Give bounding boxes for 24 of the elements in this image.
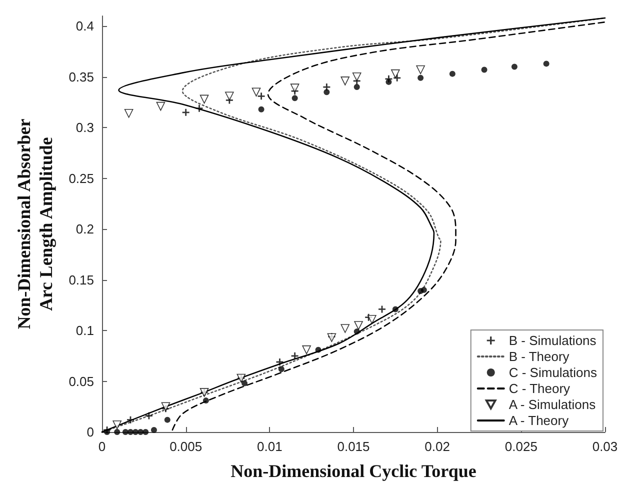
x-tick-label: 0 — [98, 439, 106, 454]
y-tick-label: 0.05 — [68, 374, 94, 389]
x-tick-label: 0.015 — [337, 439, 370, 454]
y-tick-label: 0.35 — [68, 69, 94, 84]
legend-label: A - Simulations — [508, 397, 596, 412]
x-tick-label: 0.02 — [424, 439, 450, 454]
x-tick-label: 0.03 — [592, 439, 618, 454]
y-tick-label: 0.4 — [76, 18, 94, 34]
y-tick-label: 0.2 — [76, 222, 94, 237]
y-tick-label: 0.3 — [76, 120, 94, 136]
legend-label: C - Theory — [508, 381, 571, 396]
legend-label: C - Simulations — [508, 365, 598, 380]
y-tick-label: 0 — [86, 424, 94, 440]
legend-label: B - Simulations — [508, 333, 597, 348]
x-axis-title: Non-Dimensional Cyclic Torque — [230, 461, 476, 481]
x-tick-label: 0.025 — [504, 439, 538, 454]
x-tick-label: 0.005 — [170, 439, 202, 454]
y-tick-label: 0.1 — [76, 323, 94, 338]
x-tick-label: 0.01 — [257, 439, 282, 454]
y-tick-label: 0.15 — [68, 272, 94, 288]
y-tick-label: 0.25 — [68, 170, 94, 186]
legend-label: A - Theory — [508, 413, 570, 428]
legend-label: B - Theory — [508, 349, 570, 364]
y-axis-title: Non-Dimensional Absorber Arc Length Amplitude — [14, 118, 56, 330]
